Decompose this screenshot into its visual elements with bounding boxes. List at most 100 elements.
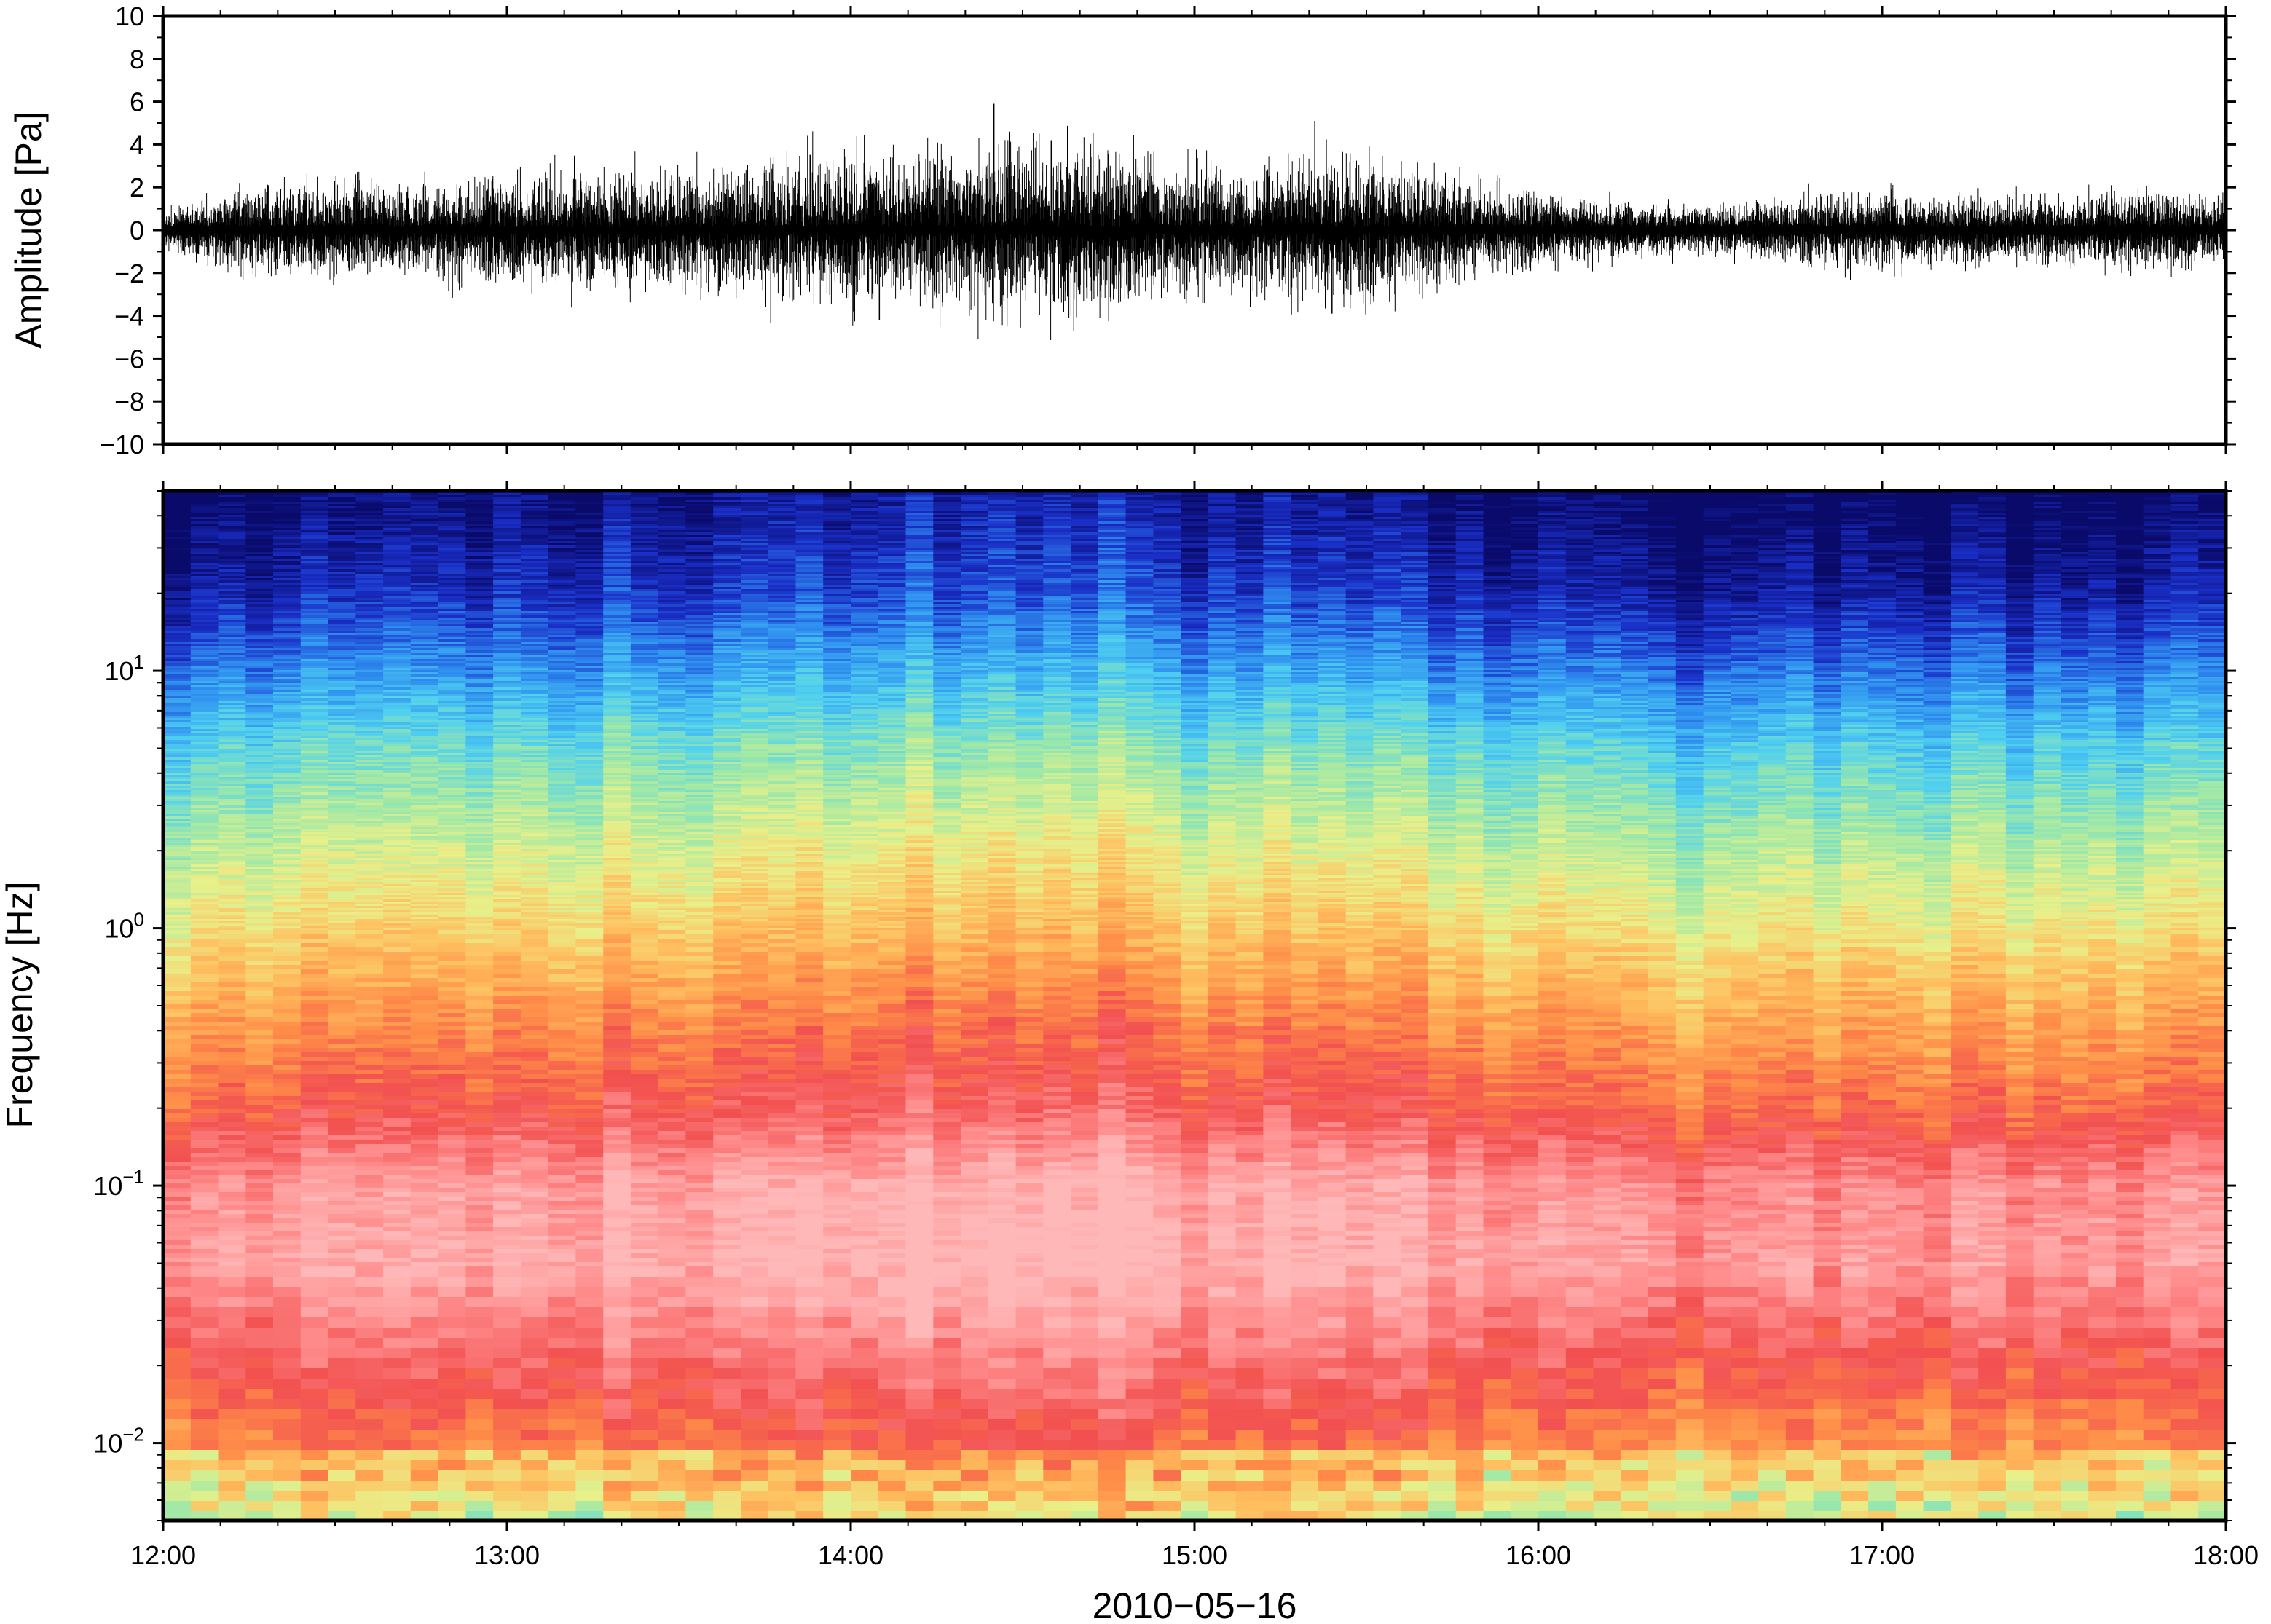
spectrogram-cell bbox=[521, 1470, 548, 1481]
spectrogram-cell bbox=[548, 1044, 576, 1049]
spectrogram-cell bbox=[438, 1501, 466, 1512]
spectrogram-cell bbox=[493, 1048, 521, 1053]
spectrogram-cell bbox=[328, 1236, 356, 1241]
spectrogram-cell bbox=[465, 1348, 493, 1359]
spectrogram-cell bbox=[548, 1419, 576, 1430]
spectrogram-cell bbox=[245, 1379, 273, 1390]
spectrogram-cell bbox=[301, 1144, 328, 1149]
spectrogram-cell bbox=[383, 974, 411, 979]
spectrogram-cell bbox=[493, 1389, 521, 1400]
spectrogram-cell bbox=[438, 1061, 466, 1066]
spectrogram-cell bbox=[411, 1450, 438, 1461]
spectrogram-cell bbox=[163, 1179, 191, 1184]
spectrogram-cell bbox=[301, 1399, 328, 1410]
spectrogram-cell bbox=[191, 1127, 219, 1132]
spectrogram-cell bbox=[219, 1201, 246, 1206]
spectrogram-cell bbox=[493, 1105, 521, 1110]
spectrogram-cell bbox=[191, 1083, 219, 1088]
spectrogram-cell bbox=[219, 1013, 246, 1018]
spectrogram-cell bbox=[548, 1135, 576, 1140]
spectrogram-cell bbox=[219, 1135, 246, 1140]
spectrogram-cell bbox=[438, 952, 466, 957]
spectrogram-cell bbox=[411, 1197, 438, 1202]
spectrogram-cell bbox=[219, 1004, 246, 1009]
spectrogram-cell bbox=[383, 1070, 411, 1075]
spectrogram-cell bbox=[219, 1338, 246, 1349]
spectrogram-cell bbox=[245, 1100, 273, 1105]
spectrogram-cell bbox=[328, 1030, 356, 1036]
spectrogram-cell bbox=[438, 1419, 466, 1430]
spectrogram-cell bbox=[273, 1245, 301, 1250]
spectrogram-cell bbox=[355, 1135, 383, 1140]
spectrogram-cell bbox=[575, 1192, 603, 1197]
spectrogram-cell bbox=[548, 1087, 576, 1092]
spectrogram-cell bbox=[328, 961, 356, 966]
spectrogram-cell bbox=[548, 1004, 576, 1009]
spectrogram-cell bbox=[493, 1419, 521, 1430]
spectrogram-cell bbox=[328, 956, 356, 961]
spectrogram-cell bbox=[438, 1030, 466, 1036]
spectrogram-cell bbox=[493, 1009, 521, 1014]
spectrogram-cell bbox=[273, 1231, 301, 1237]
spectrogram-cell bbox=[411, 1266, 438, 1277]
spectrogram-cell bbox=[191, 1258, 219, 1263]
spectrogram-cell bbox=[163, 1188, 191, 1193]
spectrogram-cell bbox=[355, 961, 383, 966]
waveform-y-tick-label: −10 bbox=[100, 430, 144, 460]
spectrogram-cell bbox=[383, 1017, 411, 1022]
spectrogram-cell bbox=[191, 1205, 219, 1210]
spectrogram-cell bbox=[245, 1175, 273, 1180]
spectrogram-cell bbox=[355, 1057, 383, 1062]
spectrogram-cell bbox=[438, 1148, 466, 1154]
spectrogram-cell bbox=[328, 1240, 356, 1245]
spectrogram-cell bbox=[493, 1307, 521, 1318]
spectrogram-cell bbox=[438, 1317, 466, 1328]
spectrogram-cell bbox=[355, 1179, 383, 1184]
spectrogram-cell bbox=[438, 1113, 466, 1119]
spectrogram-cell bbox=[355, 1368, 383, 1379]
spectrogram-cell bbox=[273, 1287, 301, 1298]
spectrogram-cell bbox=[438, 1223, 466, 1228]
spectrogram-cell bbox=[411, 1048, 438, 1053]
spectrogram-cell bbox=[465, 1100, 493, 1105]
spectrogram-cell bbox=[521, 1338, 548, 1349]
spectrogram-cell bbox=[493, 1074, 521, 1079]
spectrogram-cell bbox=[575, 1470, 603, 1481]
spectrogram-cell bbox=[548, 956, 576, 961]
spectrogram-cell bbox=[191, 1188, 219, 1193]
spectrogram-cell bbox=[438, 1481, 466, 1491]
spectrogram-cell bbox=[191, 969, 219, 974]
spectrogram-cell bbox=[438, 1389, 466, 1400]
spectrogram-cell bbox=[438, 1135, 466, 1140]
spectrogram-cell bbox=[465, 987, 493, 992]
spectrogram-cell bbox=[273, 1079, 301, 1084]
spectrogram-cell bbox=[191, 1430, 219, 1440]
spectrogram-cell bbox=[411, 1074, 438, 1079]
spectrogram-cell bbox=[383, 1328, 411, 1339]
spectrogram-cell bbox=[219, 1096, 246, 1101]
spectrogram-cell bbox=[493, 1328, 521, 1339]
spectrogram-cell bbox=[355, 1118, 383, 1123]
spectrogram-cell bbox=[163, 1118, 191, 1123]
spectrogram-cell bbox=[245, 1144, 273, 1149]
spectrogram-cell bbox=[355, 930, 383, 935]
spectrogram-cell bbox=[301, 956, 328, 961]
spectrogram-cell bbox=[438, 1026, 466, 1031]
spectrogram-cell bbox=[245, 1087, 273, 1092]
spectrogram-cell bbox=[465, 1057, 493, 1062]
spectrogram-cell bbox=[383, 1307, 411, 1318]
spectrogram-cell bbox=[355, 1358, 383, 1369]
spectrogram-cell bbox=[191, 1338, 219, 1349]
spectrogram-cell bbox=[383, 982, 411, 988]
spectrogram-cell bbox=[245, 1127, 273, 1132]
spectrogram-cell bbox=[219, 987, 246, 992]
spectrogram-cell bbox=[163, 1070, 191, 1075]
spectrogram-cell bbox=[219, 1122, 246, 1127]
spectrogram-cell bbox=[411, 1157, 438, 1162]
spectrogram-cell bbox=[301, 1100, 328, 1105]
spectrogram-cell bbox=[191, 1044, 219, 1049]
spectrogram-cell bbox=[273, 1039, 301, 1044]
spectrogram-cell bbox=[355, 1026, 383, 1031]
spectrogram-cell bbox=[301, 1039, 328, 1044]
spectrogram-cell bbox=[548, 1348, 576, 1359]
